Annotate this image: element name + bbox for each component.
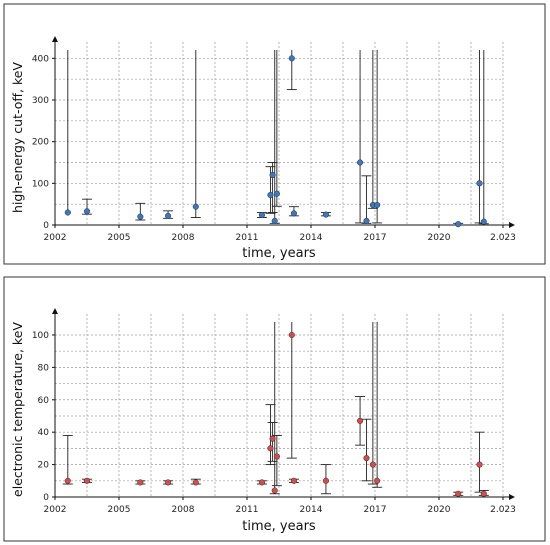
grid-2	[55, 314, 504, 497]
data-point	[476, 461, 483, 468]
x-tick-label-2: 2002	[44, 505, 67, 515]
y-tick-label-1: 400	[32, 54, 49, 64]
x-axis-label-2: time, years	[242, 519, 316, 534]
y-tick-label-2: 100	[32, 331, 49, 341]
x-tick-label-1: 2020	[428, 233, 451, 243]
data-point	[357, 417, 364, 424]
x-tick-label-1: 2014	[300, 233, 323, 243]
x-tick-label-1: 2.023	[490, 233, 516, 243]
data-point	[455, 490, 462, 497]
x-tick-label-1: 2002	[44, 233, 67, 243]
data-point	[290, 477, 297, 484]
data-point	[271, 217, 278, 224]
data-point	[288, 55, 295, 62]
x-axis-arrow-2	[509, 494, 515, 500]
panel-electronic-temperature: 2002 2005 2008 2011 2014 2017 2020 2.023 0 20 40 60…	[10, 308, 516, 534]
data-point	[322, 211, 329, 218]
axes-2	[52, 308, 515, 500]
y-axis-arrow-1	[52, 36, 58, 42]
x-tick-label-1: 2005	[108, 233, 131, 243]
y-tick-label-1: 0	[43, 221, 49, 231]
y-tick-label-2: 60	[38, 396, 50, 406]
points-2	[64, 331, 487, 497]
x-tick-label-2: 2017	[364, 505, 387, 515]
y-tick-label-2: 80	[38, 363, 50, 373]
data-point	[369, 461, 376, 468]
data-point	[83, 477, 91, 484]
x-tick-label-2: 2005	[108, 505, 131, 515]
x-tick-label-1: 2011	[236, 233, 259, 243]
data-point	[273, 453, 280, 460]
x-tick-label-1: 2008	[172, 233, 195, 243]
data-point	[480, 218, 487, 225]
data-point	[137, 213, 144, 220]
data-point	[258, 211, 265, 219]
x-axis-arrow-1	[509, 222, 515, 228]
panel-high-energy-cutoff: 2002 2005 2008 2011 2014 2017 2020 2.023 0 100 200…	[10, 36, 516, 261]
data-point	[83, 208, 91, 215]
data-point	[64, 209, 71, 216]
data-point	[363, 455, 370, 462]
data-point	[273, 190, 280, 197]
y-tick-label-2: 0	[43, 493, 49, 503]
y-tick-label-2: 20	[38, 461, 50, 471]
x-tick-label-2: 2.023	[490, 505, 516, 515]
data-point	[455, 221, 462, 228]
data-point	[363, 217, 370, 224]
data-point	[288, 331, 295, 339]
data-point	[258, 479, 265, 486]
data-point	[192, 203, 199, 210]
data-point	[476, 180, 483, 187]
x-tick-label-2: 2008	[172, 505, 195, 515]
data-point	[357, 159, 364, 166]
data-point	[322, 477, 329, 484]
x-axis-label-1: time, years	[242, 246, 316, 261]
data-point	[480, 490, 487, 497]
ticks-1: 2002 2005 2008 2011 2014 2017 2020 2.023 0 100 200…	[32, 54, 516, 243]
y-tick-label-2: 40	[38, 428, 50, 438]
y-axis-label-2: electronic temperature, keV	[10, 322, 25, 497]
y-tick-label-1: 100	[32, 179, 49, 189]
axes-1	[52, 36, 515, 228]
data-point	[137, 479, 144, 486]
grid-1	[55, 42, 504, 225]
data-point	[267, 445, 274, 452]
y-tick-label-1: 200	[32, 138, 49, 148]
data-point	[290, 210, 297, 217]
data-point	[165, 479, 172, 486]
data-point	[64, 477, 71, 484]
y-tick-label-1: 300	[32, 96, 49, 106]
points-1	[64, 55, 487, 228]
x-tick-label-1: 2017	[364, 233, 387, 243]
data-point	[267, 191, 274, 199]
x-tick-label-2: 2014	[300, 505, 323, 515]
data-point	[374, 477, 381, 484]
y-axis-label-1: high-energy cut-off, keV	[10, 62, 25, 213]
ticks-2: 2002 2005 2008 2011 2014 2017 2020 2.023 0 20 40 60…	[32, 331, 516, 515]
data-point	[165, 212, 172, 219]
x-tick-label-2: 2020	[428, 505, 451, 515]
y-axis-arrow-2	[52, 308, 58, 314]
data-point	[269, 171, 276, 179]
data-point	[269, 435, 276, 442]
data-point	[271, 487, 278, 494]
x-tick-label-2: 2011	[236, 505, 259, 515]
data-point	[374, 201, 381, 209]
data-point	[192, 479, 199, 486]
